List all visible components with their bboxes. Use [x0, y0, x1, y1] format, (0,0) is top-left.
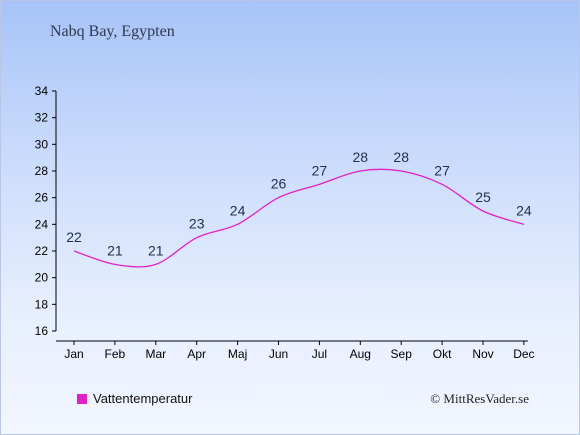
- x-tick-label: Nov: [472, 347, 493, 361]
- series-line-vattentemperatur: [73, 168, 525, 268]
- data-label: 22: [66, 229, 82, 245]
- legend-label: Vattentemperatur: [93, 391, 193, 406]
- x-tick-label: Jun: [269, 347, 288, 361]
- data-label: 28: [353, 149, 369, 165]
- data-label: 24: [516, 202, 532, 218]
- x-tick-label: Jul: [312, 347, 327, 361]
- chart-title: Nabq Bay, Egypten: [50, 23, 175, 40]
- x-tick-label: Sep: [391, 347, 413, 361]
- y-tick-label: 20: [35, 271, 49, 285]
- x-tick-label: Dec: [513, 347, 534, 361]
- x-tick-label: Maj: [228, 347, 247, 361]
- data-label: 27: [434, 162, 450, 178]
- data-label: 21: [107, 242, 123, 258]
- x-tick-label: Jan: [64, 347, 83, 361]
- data-label: 23: [189, 216, 205, 232]
- data-label: 28: [393, 149, 409, 165]
- credit-text: © MittResVader.se: [430, 391, 529, 406]
- data-label: 26: [271, 176, 287, 192]
- x-tick-label: Mar: [145, 347, 166, 361]
- legend-swatch: [77, 393, 87, 404]
- y-tick-label: 32: [35, 111, 49, 125]
- data-label: 24: [230, 202, 246, 218]
- y-tick-label: 24: [35, 217, 49, 231]
- y-tick-label: 26: [35, 191, 49, 205]
- y-tick-label: 22: [35, 244, 49, 258]
- legend: Vattentemperatur: [77, 391, 192, 406]
- y-tick-label: 30: [35, 137, 49, 151]
- y-tick-label: 16: [35, 324, 49, 338]
- x-tick-label: Feb: [105, 347, 126, 361]
- y-tick-label: 18: [35, 297, 49, 311]
- y-tick-label: 28: [35, 164, 49, 178]
- x-tick-label: Apr: [187, 347, 206, 361]
- y-tick-label: 34: [35, 84, 49, 98]
- data-label: 25: [475, 189, 491, 205]
- data-label: 27: [312, 162, 328, 178]
- x-tick-label: Okt: [433, 347, 452, 361]
- data-label: 21: [148, 242, 164, 258]
- x-tick-label: Aug: [350, 347, 371, 361]
